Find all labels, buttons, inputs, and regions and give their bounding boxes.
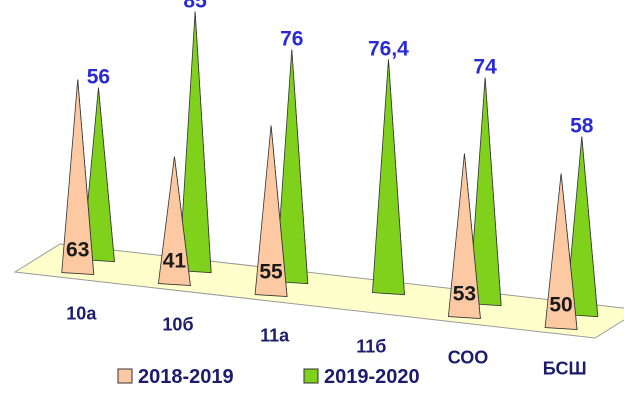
value-label-СОО-2018-2019: 53 bbox=[453, 283, 476, 306]
legend-label-2019-2020: 2019-2020 bbox=[324, 366, 420, 388]
pyramid-11а-2018-2019 bbox=[254, 125, 288, 297]
legend-label-2018-2019: 2018-2019 bbox=[138, 366, 234, 388]
value-label-11б-2019-2020: 76,4 bbox=[368, 37, 409, 60]
value-label-10а-2019-2020: 56 bbox=[87, 66, 110, 89]
pyramid-11а-2019-2020 bbox=[275, 49, 309, 285]
legend-swatch-2018-2019 bbox=[117, 368, 133, 384]
value-label-10а-2018-2019: 63 bbox=[66, 239, 89, 262]
legend: 2018-2019 2019-2020 bbox=[117, 366, 420, 388]
pyramid-10а-2019-2020 bbox=[81, 87, 115, 263]
value-label-10б-2018-2019: 41 bbox=[163, 250, 187, 273]
category-label-СОО: СОО bbox=[448, 348, 489, 368]
category-label-10а: 10а bbox=[66, 304, 97, 324]
pyramid-БСШ-2018-2019 bbox=[544, 173, 578, 330]
legend-swatch-2019-2020 bbox=[303, 368, 319, 384]
value-label-БСШ-2019-2020: 58 bbox=[570, 115, 594, 138]
value-label-БСШ-2018-2019: 50 bbox=[549, 294, 572, 317]
value-label-10б-2019-2020: 85 bbox=[183, 0, 207, 13]
category-label-БСШ: БСШ bbox=[543, 359, 587, 379]
category-label-11б: 11б bbox=[356, 337, 386, 357]
pyramid-10б-2018-2019 bbox=[157, 156, 191, 286]
pyramid-СОО-2019-2020 bbox=[468, 77, 502, 307]
pyramid-10б-2019-2020 bbox=[178, 11, 212, 274]
value-label-СОО-2019-2020: 74 bbox=[473, 56, 497, 79]
category-label-11а: 11а bbox=[260, 326, 290, 346]
value-label-11а-2018-2019: 55 bbox=[259, 261, 283, 284]
pyramid-10а-2018-2019 bbox=[61, 79, 95, 275]
pyramid-11б-2019-2020 bbox=[372, 59, 405, 296]
category-label-10б: 10б bbox=[162, 315, 193, 335]
value-label-11а-2019-2020: 76 bbox=[280, 28, 303, 51]
pyramid-СОО-2018-2019 bbox=[447, 153, 481, 319]
pyramid-БСШ-2019-2020 bbox=[565, 136, 599, 318]
